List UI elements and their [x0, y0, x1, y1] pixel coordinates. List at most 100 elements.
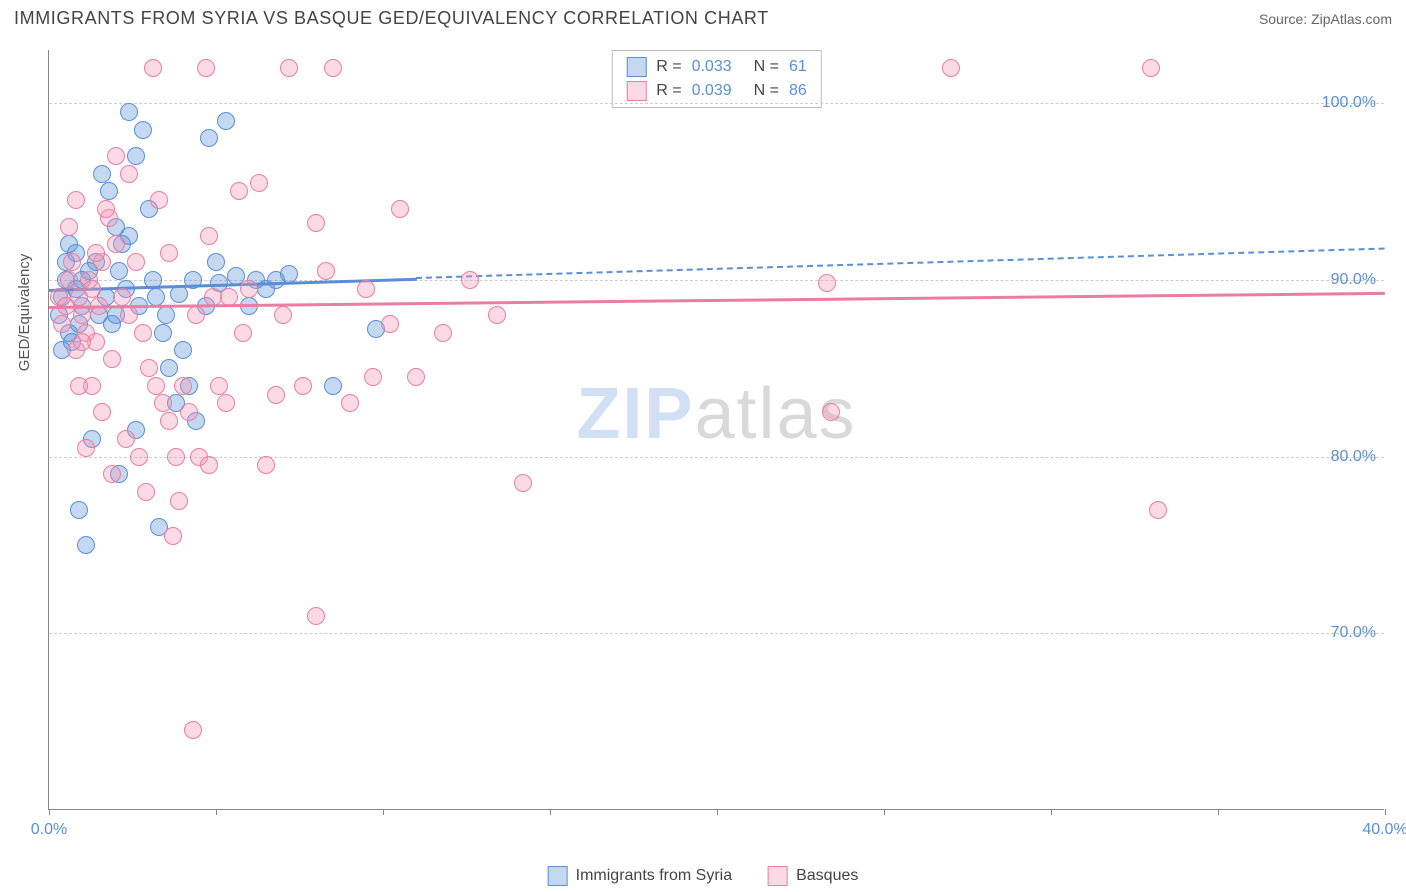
data-point	[157, 306, 175, 324]
x-tick-mark	[1385, 809, 1386, 815]
data-point	[144, 59, 162, 77]
data-point	[53, 315, 71, 333]
data-point	[942, 59, 960, 77]
data-point	[267, 271, 285, 289]
stat-n-value: 86	[789, 82, 807, 100]
legend-swatch	[626, 57, 646, 77]
data-point	[117, 430, 135, 448]
x-tick-mark	[1218, 809, 1219, 815]
data-point	[257, 456, 275, 474]
gridline-h	[49, 633, 1384, 634]
y-tick-label: 100.0%	[1322, 94, 1376, 112]
data-point	[391, 200, 409, 218]
data-point	[234, 324, 252, 342]
data-point	[93, 165, 111, 183]
data-point	[1142, 59, 1160, 77]
data-point	[180, 403, 198, 421]
data-point	[100, 182, 118, 200]
data-point	[120, 103, 138, 121]
data-point	[341, 394, 359, 412]
data-point	[77, 439, 95, 457]
stat-r-value: 0.039	[692, 82, 732, 100]
data-point	[461, 271, 479, 289]
data-point	[240, 280, 258, 298]
data-point	[134, 121, 152, 139]
data-point	[103, 315, 121, 333]
data-point	[73, 333, 91, 351]
data-point	[357, 280, 375, 298]
data-point	[103, 465, 121, 483]
stat-n-value: 61	[789, 58, 807, 76]
x-tick-label: 40.0%	[1362, 821, 1406, 839]
data-point	[127, 253, 145, 271]
x-tick-mark	[884, 809, 885, 815]
stats-legend-row: R = 0.039N = 86	[612, 79, 821, 103]
y-axis-label: GED/Equivalency	[16, 254, 33, 372]
data-point	[174, 377, 192, 395]
data-point	[134, 324, 152, 342]
data-point	[184, 721, 202, 739]
data-point	[70, 377, 88, 395]
data-point	[87, 244, 105, 262]
x-tick-mark	[383, 809, 384, 815]
data-point	[167, 448, 185, 466]
data-point	[250, 174, 268, 192]
chart-title: IMMIGRANTS FROM SYRIA VS BASQUE GED/EQUI…	[14, 8, 769, 29]
data-point	[217, 112, 235, 130]
data-point	[130, 448, 148, 466]
data-point	[160, 412, 178, 430]
data-point	[1149, 501, 1167, 519]
data-point	[60, 271, 78, 289]
data-point	[822, 403, 840, 421]
data-point	[60, 218, 78, 236]
data-point	[294, 377, 312, 395]
data-point	[307, 607, 325, 625]
data-point	[97, 200, 115, 218]
data-point	[267, 386, 285, 404]
data-point	[63, 253, 81, 271]
data-point	[200, 456, 218, 474]
data-point	[164, 527, 182, 545]
data-point	[93, 403, 111, 421]
series-legend-item: Immigrants from Syria	[548, 866, 732, 886]
stats-legend: R = 0.033 N = 61 R = 0.039N = 86	[611, 50, 822, 108]
data-point	[307, 214, 325, 232]
data-point	[197, 59, 215, 77]
data-point	[230, 182, 248, 200]
x-tick-mark	[550, 809, 551, 815]
data-point	[147, 377, 165, 395]
data-point	[324, 59, 342, 77]
gridline-h	[49, 457, 1384, 458]
stat-r-label: R =	[656, 58, 681, 76]
trend-line	[416, 248, 1385, 279]
data-point	[67, 191, 85, 209]
y-tick-label: 90.0%	[1331, 271, 1376, 289]
series-legend: Immigrants from Syria Basques	[548, 866, 859, 886]
data-point	[107, 147, 125, 165]
gridline-h	[49, 103, 1384, 104]
data-point	[381, 315, 399, 333]
series-legend-item: Basques	[768, 866, 858, 886]
data-point	[147, 288, 165, 306]
data-point	[120, 306, 138, 324]
data-point	[317, 262, 335, 280]
header: IMMIGRANTS FROM SYRIA VS BASQUE GED/EQUI…	[0, 0, 1406, 33]
data-point	[434, 324, 452, 342]
stat-r-label: R =	[656, 82, 681, 100]
data-point	[200, 129, 218, 147]
x-tick-mark	[216, 809, 217, 815]
data-point	[274, 306, 292, 324]
data-point	[187, 306, 205, 324]
data-point	[324, 377, 342, 395]
stat-n-label: N =	[754, 58, 779, 76]
data-point	[154, 324, 172, 342]
data-point	[103, 350, 121, 368]
data-point	[217, 394, 235, 412]
data-point	[113, 288, 131, 306]
watermark: ZIPatlas	[576, 373, 856, 455]
stat-r-value: 0.033	[692, 58, 732, 76]
data-point	[83, 280, 101, 298]
data-point	[137, 483, 155, 501]
source-label: Source: ZipAtlas.com	[1259, 11, 1392, 27]
data-point	[154, 394, 172, 412]
